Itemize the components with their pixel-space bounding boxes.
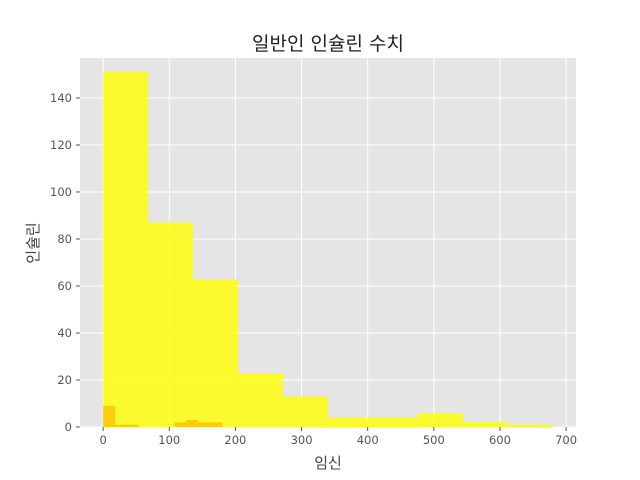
histogram-bar-series-2 — [174, 422, 187, 427]
histogram-bar-series-1 — [507, 424, 553, 427]
histogram-bar-series-2 — [198, 422, 211, 427]
histogram-bars — [103, 72, 553, 427]
x-axis-label: 임신 — [314, 454, 342, 472]
y-tick-label: 140 — [50, 91, 72, 105]
axis-ticks: 0 100 200 300 400 500 600 700 0 20 40 60 80 100 120 140 — [50, 91, 577, 447]
x-tick-label: 600 — [489, 433, 511, 447]
chart-title: 일반인 인슐린 수치 — [252, 33, 404, 55]
y-tick-label: 60 — [57, 279, 72, 293]
x-tick-label: 0 — [99, 433, 106, 447]
y-tick-label: 40 — [57, 326, 72, 340]
x-tick-label: 200 — [224, 433, 246, 447]
x-tick-label: 500 — [423, 433, 445, 447]
histogram-bar-series-1 — [328, 417, 373, 427]
y-tick-label: 20 — [57, 373, 72, 387]
histogram-bar-series-1 — [103, 72, 149, 427]
y-tick-label: 0 — [65, 420, 72, 434]
x-tick-label: 300 — [291, 433, 313, 447]
histogram-bar-series-1 — [148, 222, 194, 427]
histogram-bar-series-1 — [417, 412, 463, 427]
histogram-bar-series-1 — [193, 278, 239, 427]
histogram-bar-series-2 — [115, 424, 127, 427]
y-tick-label: 120 — [50, 138, 72, 152]
histogram-bar-series-1 — [238, 372, 284, 427]
y-axis-label: 인슐린 — [24, 222, 42, 263]
x-tick-label: 100 — [158, 433, 180, 447]
histogram-bar-series-2 — [126, 424, 139, 427]
y-tick-label: 80 — [57, 232, 72, 246]
histogram-bar-series-1 — [462, 422, 508, 427]
y-tick-label: 100 — [50, 185, 72, 199]
histogram-bar-series-1 — [372, 417, 418, 427]
histogram-bar-series-2 — [210, 422, 223, 427]
histogram-bar-series-2 — [103, 405, 116, 427]
x-tick-label: 400 — [357, 433, 379, 447]
x-tick-label: 700 — [555, 433, 577, 447]
histogram-bar-series-2 — [186, 419, 199, 427]
histogram-bar-series-1 — [283, 396, 328, 427]
